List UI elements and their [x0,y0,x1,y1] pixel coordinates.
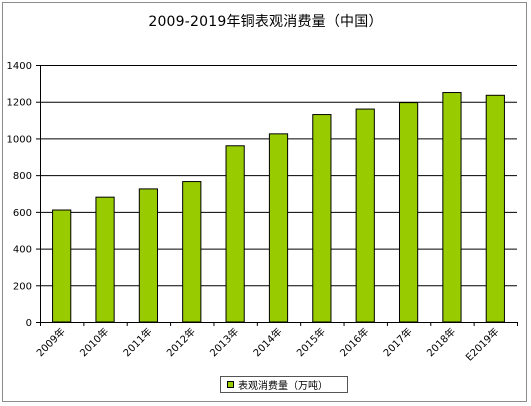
x-tick-label: 2013年 [207,325,241,359]
y-tick-label: 0 [26,318,32,329]
bar [398,102,419,323]
chart-frame [2,2,527,402]
y-tick-label: 400 [13,245,32,256]
x-axis-ticks: 2009年 2010年 2011年 2012年 2013年 2014年 2015年 2016年… [34,322,518,364]
chart-title: 2009-2019年铜表观消费量（中国） [148,14,383,30]
bar [225,145,245,323]
bar [182,181,202,323]
y-tick-label: 200 [13,281,32,292]
x-tick-label: E2019年 [463,325,502,364]
y-tick-label: 1400 [7,61,32,72]
x-tick-label: 2012年 [164,325,198,359]
x-tick-label: 2016年 [337,325,371,359]
legend: 表观消费量（万吨） [220,376,348,393]
x-tick-label: 2009年 [34,325,68,359]
bar [355,108,375,323]
y-tick-label: 800 [13,171,32,182]
x-tick-label: 2014年 [250,325,284,359]
bar [312,114,332,323]
legend-label: 表观消费量（万吨） [238,381,328,392]
x-tick-label: 2015年 [294,325,328,359]
y-tick-label: 1000 [7,134,32,145]
x-tick-label: 2011年 [120,325,154,359]
y-tick-label: 1200 [7,98,32,109]
bars [52,92,505,323]
legend-swatch [227,381,234,388]
axes [40,65,517,323]
x-tick-label: 2017年 [380,325,414,359]
bar [138,188,159,323]
bar [52,209,72,323]
y-axis-ticks: 0 200 400 600 800 1000 1200 1400 [7,61,40,329]
bar [268,133,289,323]
x-tick-label: 2010年 [77,325,111,359]
bar [442,92,462,323]
bar [485,94,505,323]
bar [95,196,115,323]
y-tick-label: 600 [13,208,32,219]
x-tick-label: 2018年 [424,325,458,359]
